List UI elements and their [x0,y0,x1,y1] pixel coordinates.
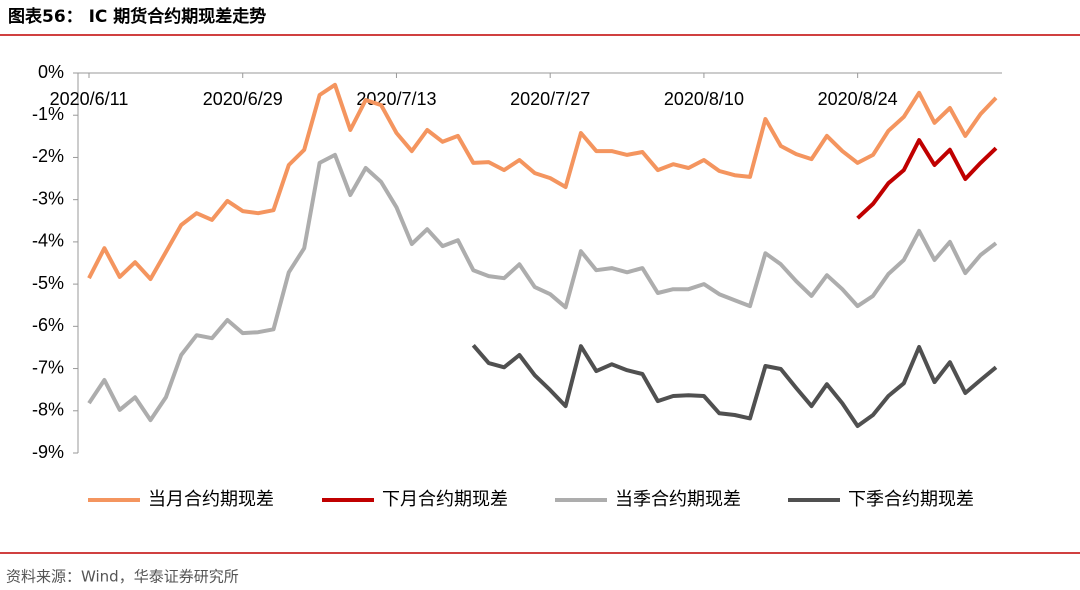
series-line [471,343,998,428]
series-line [87,152,998,423]
series-line [87,82,998,281]
y-tick-label: -3% [32,188,64,208]
legend-label: 当月合约期现差 [148,489,274,510]
x-tick-label: 2020/8/10 [664,89,744,109]
legend-label: 下季合约期现差 [848,489,974,510]
y-tick-label: 0% [38,62,64,82]
x-tick-label: 2020/7/13 [356,89,436,109]
x-tick-label: 2020/7/27 [510,89,590,109]
chart-title: 图表56： IC 期货合约期现差走势 [8,6,266,27]
y-tick-label: -8% [32,400,64,420]
series-line [856,138,998,220]
y-tick-label: -2% [32,146,64,166]
x-tick-label: 2020/6/29 [203,89,283,109]
y-tick-label: -1% [32,104,64,124]
y-tick-label: -4% [32,231,64,251]
y-tick-label: -5% [32,273,64,293]
y-tick-label: -6% [32,315,64,335]
x-tick-label: 2020/6/11 [50,89,129,109]
y-tick-label: -7% [32,357,64,377]
y-tick-label: -9% [32,442,64,462]
legend-label: 下月合约期现差 [382,489,508,510]
x-tick-label: 2020/8/24 [818,89,898,109]
legend-label: 当季合约期现差 [615,489,741,510]
source: 资料来源：Wind，华泰证券研究所 [6,568,239,586]
